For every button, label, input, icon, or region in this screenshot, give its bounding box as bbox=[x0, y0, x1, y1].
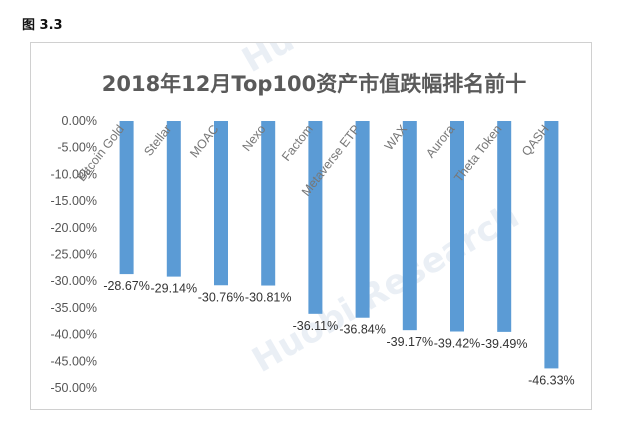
bar bbox=[544, 121, 559, 369]
data-label: -39.49% bbox=[481, 337, 528, 351]
y-tick-label: -35.00% bbox=[50, 301, 97, 315]
y-tick-label: -45.00% bbox=[50, 354, 97, 368]
figure-label: 图 3.3 bbox=[22, 18, 63, 33]
bar bbox=[214, 121, 228, 286]
bars bbox=[119, 121, 559, 369]
bar bbox=[166, 121, 181, 277]
data-label: -39.17% bbox=[387, 335, 434, 349]
y-tick-label: -40.00% bbox=[50, 328, 97, 342]
data-label: -36.11% bbox=[293, 319, 339, 333]
chart-frame: Huobi Research Huobi Research 2018年12月To… bbox=[30, 42, 592, 410]
data-label: -28.67% bbox=[103, 279, 150, 293]
bar bbox=[450, 121, 464, 332]
watermark: Huobi Research bbox=[246, 196, 526, 381]
bar bbox=[261, 121, 276, 286]
data-label: -36.84% bbox=[339, 323, 386, 337]
bar bbox=[402, 121, 417, 331]
data-labels: -28.67% -29.14%-30.76% -30.81%-36.11% -36.8… bbox=[103, 279, 574, 387]
data-label: -30.81% bbox=[245, 291, 292, 305]
data-label: -29.14% bbox=[151, 282, 198, 296]
data-label: -39.42% bbox=[434, 337, 481, 351]
y-tick-label: -10.00% bbox=[50, 167, 97, 181]
y-tick-label: -50.00% bbox=[50, 381, 97, 395]
y-tick-label: -15.00% bbox=[50, 194, 97, 208]
y-tick-label: -5.00% bbox=[57, 141, 97, 155]
bar bbox=[355, 121, 370, 318]
y-axis: 0.00% -5.00% -10.00% -15.00% -20.00% -25.00% -… bbox=[50, 114, 97, 395]
bar bbox=[308, 121, 323, 314]
bar bbox=[497, 121, 512, 332]
y-tick-label: -30.00% bbox=[50, 274, 97, 288]
data-label: -46.33% bbox=[528, 373, 575, 387]
y-tick-label: 0.00% bbox=[62, 114, 97, 128]
bar bbox=[119, 121, 134, 275]
chart-title: 2018年12月Top100资产市值跌幅排名前十 bbox=[102, 72, 527, 96]
bar-chart: Huobi Research Huobi Research 2018年12月To… bbox=[50, 43, 574, 395]
data-label: -30.76% bbox=[198, 290, 245, 304]
y-tick-label: -25.00% bbox=[50, 248, 97, 262]
y-tick-label: -20.00% bbox=[50, 221, 97, 235]
